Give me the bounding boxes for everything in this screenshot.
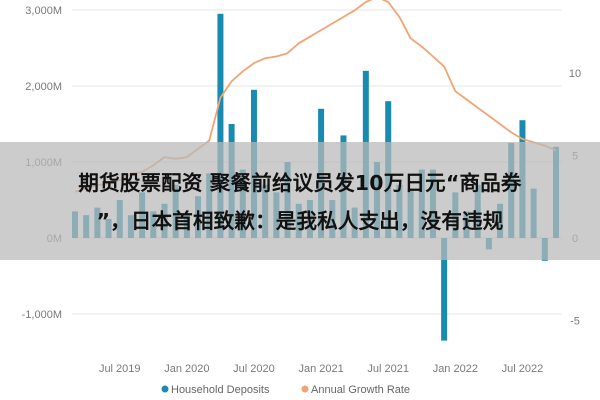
bar-household-deposits — [441, 238, 448, 341]
x-tick-label: Jan 2022 — [433, 363, 478, 375]
y-right-tick-label: -5 — [570, 316, 580, 328]
legend: Household Deposits Annual Growth Rate — [161, 384, 410, 396]
x-tick-label: Jul 2021 — [367, 363, 409, 375]
x-axis: Jul 2019 Jan 2020 Jul 2020 Jan 2021 Jul 2021… — [99, 363, 543, 375]
x-tick-label: Jul 2019 — [99, 363, 141, 375]
caption-band — [0, 142, 600, 260]
caption-line-1: 期货股票配资 聚餐前给议员发10万日元“商品券 — [78, 171, 522, 195]
legend-label: Annual Growth Rate — [311, 384, 410, 396]
caption-text: 期货股票配资 聚餐前给议员发10万日元“商品券 ”，日本首相致歉：是我私人支出，… — [12, 164, 588, 240]
x-tick-label: Jan 2021 — [298, 363, 343, 375]
bar-household-deposits — [217, 13, 224, 238]
y-left-tick-label: 3,000M — [25, 5, 62, 17]
caption-line-2: ”，日本首相致歉：是我私人支出，没有违规 — [96, 209, 504, 233]
y-left-tick-label: -1,000M — [22, 309, 62, 321]
x-tick-label: Jul 2022 — [502, 363, 544, 375]
y-left-tick-label: 2,000M — [25, 81, 62, 93]
legend-label: Household Deposits — [171, 384, 270, 396]
legend-marker — [161, 385, 169, 393]
x-tick-label: Jan 2020 — [164, 363, 209, 375]
x-tick-label: Jul 2020 — [233, 363, 275, 375]
legend-marker — [301, 385, 309, 393]
y-right-tick-label: 10 — [569, 68, 581, 80]
